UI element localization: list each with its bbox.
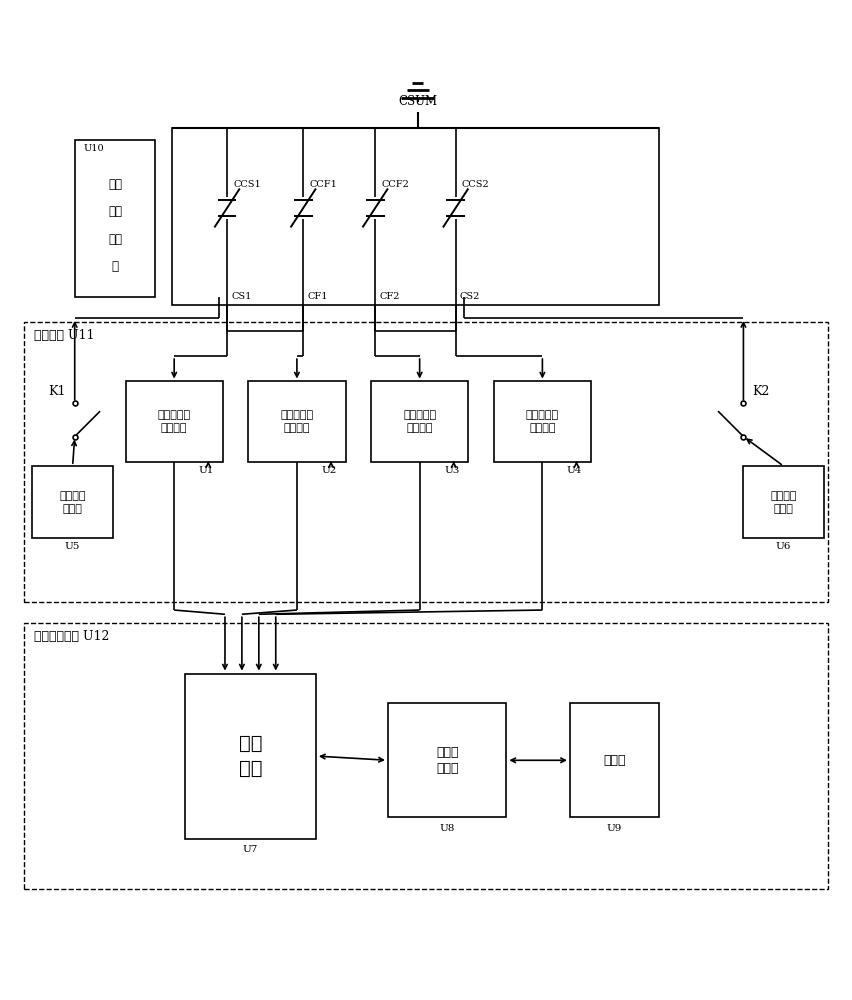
Bar	[388, 703, 506, 817]
Text: CCS1: CCS1	[233, 180, 261, 189]
Text: 第二电容数
字转换器: 第二电容数 字转换器	[280, 410, 314, 433]
Text: U10: U10	[83, 144, 104, 153]
Text: 第二数模
转换器: 第二数模 转换器	[770, 491, 797, 514]
Text: CCF1: CCF1	[309, 180, 337, 189]
Text: U9: U9	[607, 824, 622, 833]
Text: CSUM: CSUM	[398, 95, 437, 108]
Text: 测试探卡 U11: 测试探卡 U11	[34, 329, 95, 342]
Bar	[185, 674, 316, 839]
Bar	[125, 381, 223, 462]
Text: 速度: 速度	[108, 233, 122, 246]
Bar	[24, 322, 828, 602]
Bar	[371, 381, 469, 462]
Bar	[744, 466, 824, 538]
Text: K2: K2	[751, 385, 769, 398]
Text: CF2: CF2	[379, 292, 400, 301]
Text: 上位机: 上位机	[603, 754, 625, 767]
Text: 控制采集单元 U12: 控制采集单元 U12	[34, 630, 109, 643]
Bar	[172, 128, 659, 305]
Text: U7: U7	[243, 845, 258, 854]
Text: U1: U1	[199, 466, 214, 475]
Text: 式加: 式加	[108, 205, 122, 218]
Text: 第四电容数
字转换器: 第四电容数 字转换器	[526, 410, 559, 433]
Text: 微处
理器: 微处 理器	[239, 735, 262, 778]
Text: CS1: CS1	[231, 292, 251, 301]
Bar	[570, 703, 659, 817]
Bar	[32, 466, 112, 538]
Text: CS2: CS2	[460, 292, 481, 301]
Bar	[24, 623, 828, 889]
Text: CF1: CF1	[308, 292, 328, 301]
Bar	[248, 381, 346, 462]
Text: 第一数模
转换器: 第一数模 转换器	[60, 491, 86, 514]
Text: 第三电容数
字转换器: 第三电容数 字转换器	[403, 410, 436, 433]
Text: 计: 计	[112, 260, 118, 273]
Text: CCF2: CCF2	[381, 180, 409, 189]
Bar	[493, 381, 591, 462]
Text: U5: U5	[65, 542, 80, 551]
Text: U8: U8	[440, 824, 455, 833]
Text: K1: K1	[49, 385, 66, 398]
Text: U3: U3	[444, 466, 459, 475]
Text: CCS2: CCS2	[462, 180, 489, 189]
Text: 电容: 电容	[108, 178, 122, 191]
Bar	[75, 140, 155, 297]
Text: 第一电容数
字转换器: 第一电容数 字转换器	[158, 410, 191, 433]
Text: U2: U2	[321, 466, 337, 475]
Text: U6: U6	[776, 542, 792, 551]
Text: U4: U4	[567, 466, 582, 475]
Text: 通讯接
口模块: 通讯接 口模块	[436, 746, 458, 775]
